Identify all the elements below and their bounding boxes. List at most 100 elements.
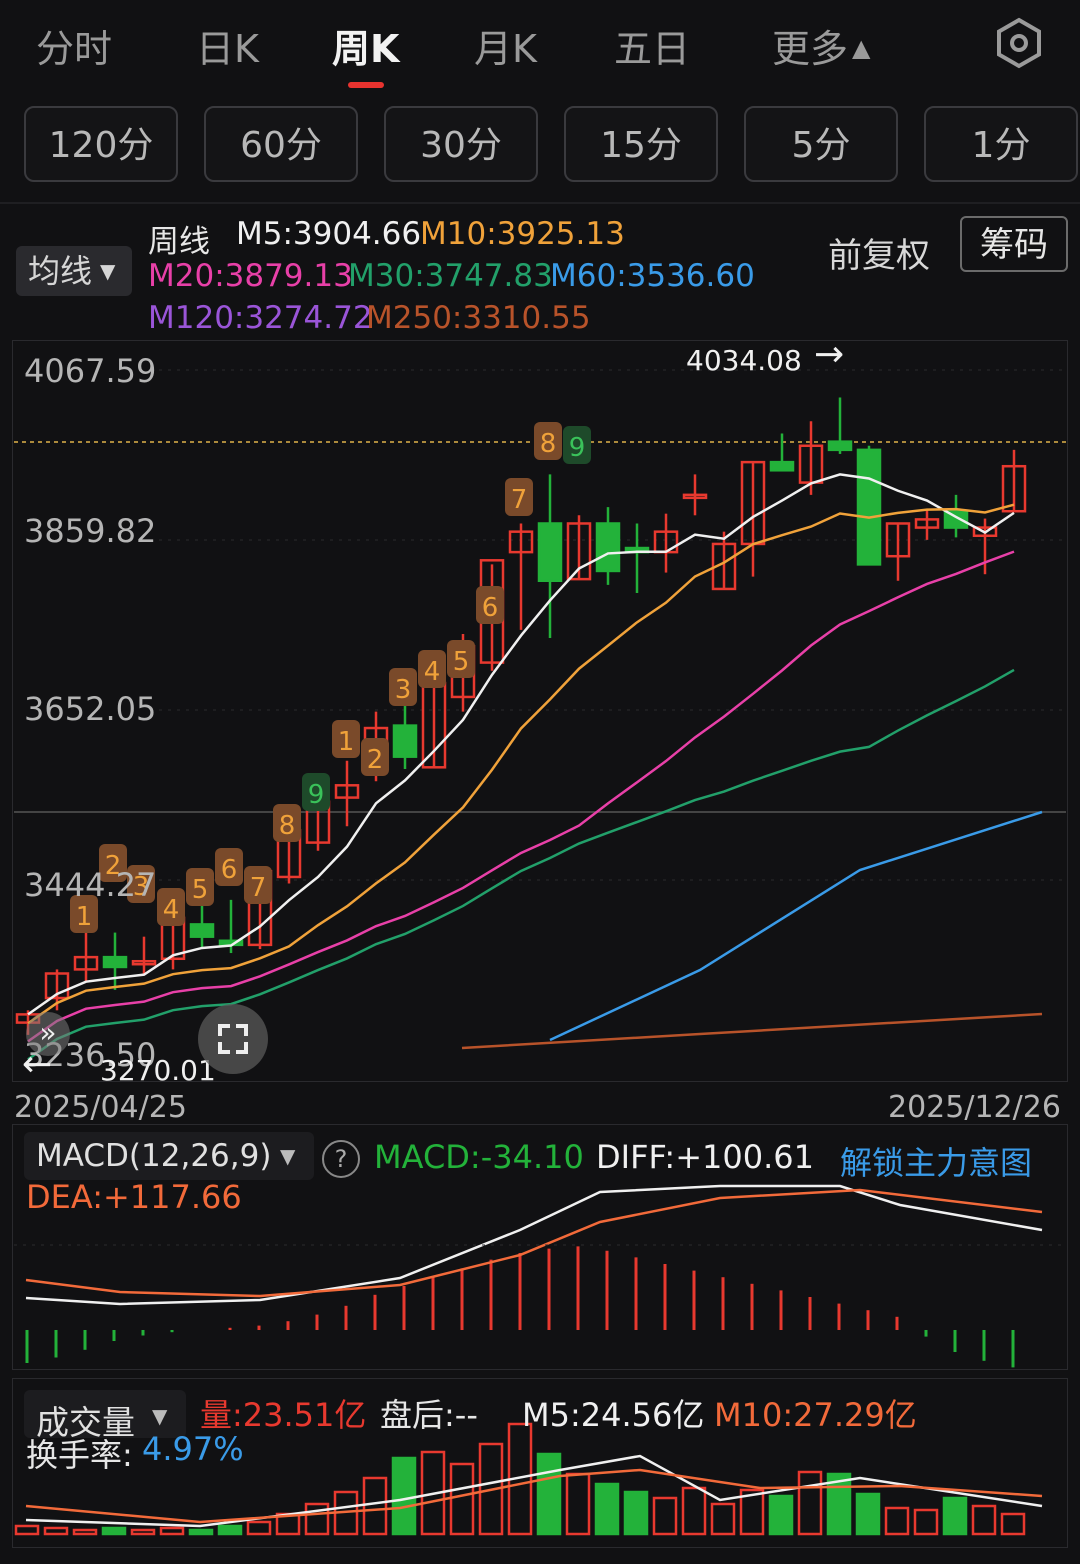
- td-count-number: 2: [105, 851, 122, 881]
- td-count-badge: [157, 888, 185, 926]
- ma20-line: [27, 550, 1015, 1043]
- scroll-left-icon[interactable]: »: [26, 1012, 70, 1056]
- td-count-number: 9: [308, 780, 325, 810]
- turnover-label: 换手率:: [26, 1436, 133, 1474]
- tab-more-label: 更多: [772, 27, 849, 71]
- td-count-number: 7: [511, 485, 528, 515]
- tab-monthly-k[interactable]: 月K: [474, 27, 537, 71]
- candle-body: [189, 923, 215, 938]
- forward-adjust-toggle[interactable]: 前复权: [828, 236, 930, 276]
- ma250-value: M250:3310.55: [366, 300, 591, 336]
- candle-body: [682, 493, 708, 500]
- td-count-badge: [418, 650, 446, 688]
- active-tab-indicator: [348, 82, 384, 88]
- candle-body: [769, 460, 795, 472]
- period-60min-button[interactable]: 60分: [204, 106, 358, 182]
- ma60-value: M60:3536.60: [550, 258, 755, 294]
- volume-bar: [594, 1482, 620, 1536]
- td-count-number: 3: [395, 675, 412, 705]
- period-5min-button[interactable]: 5分: [744, 106, 898, 182]
- price-axis-label: 3859.82: [24, 512, 157, 550]
- price-axis-label: 3444.27: [24, 866, 157, 904]
- candle-body: [595, 522, 621, 573]
- volume-bar: [942, 1496, 968, 1536]
- volume-panel-frame: [12, 1378, 1068, 1548]
- chips-button[interactable]: 筹码: [960, 216, 1068, 272]
- volume-indicator-select[interactable]: 成交量 ▼: [24, 1390, 186, 1442]
- td-count-badge: [244, 866, 272, 904]
- macd-indicator-select[interactable]: MACD(12,26,9) ▼: [24, 1132, 314, 1180]
- volume-bar: [159, 1526, 185, 1536]
- td-count-number: 1: [338, 727, 355, 757]
- macd-dea-line: [25, 1188, 1043, 1298]
- period-30min-button[interactable]: 30分: [384, 106, 538, 182]
- td-count-badge: [389, 668, 417, 706]
- period-15min-button[interactable]: 15分: [564, 106, 718, 182]
- volume-bar: [14, 1524, 40, 1536]
- td-count-badge: [563, 426, 591, 464]
- kline-chart-frame: [12, 340, 1068, 1082]
- td-count-number: 6: [482, 593, 499, 623]
- macd-select-label: MACD(12,26,9): [36, 1138, 272, 1174]
- volume-bar: [739, 1488, 765, 1536]
- period-120min-button[interactable]: 120分: [24, 106, 178, 182]
- volume-bar: [797, 1470, 823, 1536]
- macd-diff-line: [25, 1184, 1043, 1306]
- td-count-badge: [127, 865, 155, 903]
- period-1min-button[interactable]: 1分: [924, 106, 1078, 182]
- volume-bar: [43, 1526, 69, 1536]
- ma5-line: [27, 473, 1015, 1016]
- td-count-number: 4: [424, 657, 441, 687]
- volume-m5-line: [25, 1454, 1043, 1528]
- ma10-value: M10:3925.13: [420, 216, 625, 252]
- td-count-number: 6: [221, 855, 238, 885]
- volume-bar: [217, 1524, 243, 1536]
- td-count-number: 8: [279, 811, 296, 841]
- candle-body: [537, 522, 563, 583]
- candle-body: [914, 518, 940, 529]
- ma-indicator-select[interactable]: 均线 ▼: [16, 246, 132, 296]
- volume-bar: [72, 1528, 98, 1536]
- volume-bar: [681, 1486, 707, 1536]
- td-count-badge: [534, 422, 562, 460]
- tab-weekly-k[interactable]: 周K: [332, 27, 400, 71]
- fullscreen-button[interactable]: [198, 1004, 268, 1074]
- td-count-badge: [302, 773, 330, 811]
- turnover-value: 4.97%: [142, 1430, 244, 1468]
- tab-daily-k[interactable]: 日K: [196, 27, 259, 71]
- volume-bar: [1000, 1512, 1026, 1536]
- volume-bar: [478, 1442, 504, 1536]
- volume-bar: [710, 1502, 736, 1536]
- gear-icon[interactable]: [994, 17, 1044, 69]
- candle-body: [73, 955, 99, 971]
- macd-panel-frame: [12, 1124, 1068, 1370]
- macd-value: MACD:-34.10: [374, 1138, 584, 1176]
- td-count-badge: [215, 848, 243, 886]
- period-tabs: 分时 日K 周K 月K 五日 更多 ▲: [0, 0, 1080, 96]
- tab-more[interactable]: 更多 ▲: [772, 18, 870, 73]
- td-count-badge: [70, 895, 98, 933]
- price-axis-label: 4067.59: [24, 352, 157, 390]
- td-count-badge: [273, 804, 301, 842]
- unlock-main-force-link[interactable]: 解锁主力意图: [840, 1144, 1033, 1182]
- ma60-line: [549, 810, 1043, 1042]
- volume-bar: [130, 1528, 156, 1536]
- volume-m10-line: [25, 1468, 1043, 1524]
- tab-timeshare[interactable]: 分时: [36, 27, 113, 71]
- tab-five-day[interactable]: 五日: [614, 27, 691, 71]
- low-marker-label: 3270.01: [100, 1054, 216, 1087]
- candle-body: [131, 959, 157, 966]
- chevron-down-icon: ▼: [152, 1404, 168, 1428]
- candle-body: [1001, 464, 1027, 513]
- td-count-number: 5: [453, 647, 470, 677]
- volume-bar: [768, 1494, 794, 1536]
- ma30-line: [27, 668, 1015, 1061]
- volume-select-label: 成交量: [36, 1403, 135, 1442]
- ma120-value: M120:3274.72: [148, 300, 373, 336]
- high-marker-label: 4034.08: [686, 344, 802, 377]
- td-count-badge: [186, 868, 214, 906]
- help-icon[interactable]: ?: [322, 1140, 360, 1178]
- td-count-number: 8: [540, 429, 557, 459]
- fullscreen-icon: [218, 1024, 248, 1054]
